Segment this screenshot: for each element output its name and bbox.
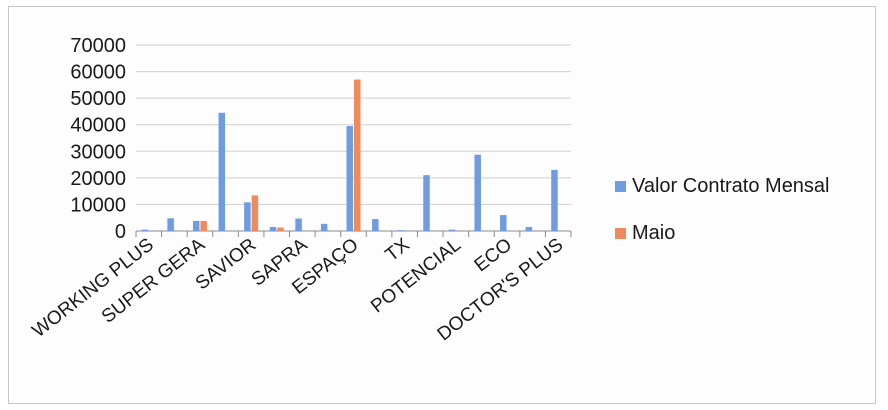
bar-valor-contrato-mensal: [346, 126, 353, 231]
y-tick-label: 70000: [70, 35, 126, 57]
chart-frame: 0 10000 20000 30000 40000 50000 60000 70000 WORK…: [8, 6, 876, 404]
bar-valor-contrato-mensal: [551, 169, 558, 231]
legend-label: Valor Contrato Mensal: [632, 175, 830, 197]
bar-valor-contrato-mensal: [500, 215, 507, 231]
bar-maio: [200, 220, 207, 231]
y-tick-label: 10000: [70, 194, 126, 216]
x-category-label: TX: [382, 234, 414, 266]
y-tick-label: 40000: [70, 115, 126, 137]
bar-valor-contrato-mensal: [372, 219, 379, 231]
bar-valor-contrato-mensal: [218, 112, 226, 231]
bar-valor-contrato-mensal: [269, 227, 277, 231]
bar-valor-contrato-mensal: [244, 202, 251, 231]
bar-valor-contrato-mensal: [423, 175, 430, 231]
bar-maio: [354, 79, 361, 232]
y-tick-label: 50000: [70, 88, 126, 110]
bar-valor-contrato-mensal: [320, 223, 328, 231]
bar-chart: 010000200003000040000500006000070000WORK…: [28, 35, 830, 345]
bar-valor-contrato-mensal: [192, 220, 200, 231]
bar-maio: [251, 195, 259, 231]
bar-valor-contrato-mensal: [474, 154, 481, 231]
y-tick-label: 60000: [70, 62, 126, 84]
y-tick-label: 30000: [70, 141, 126, 163]
x-category-label: POTENCIAL: [367, 234, 465, 317]
bar-valor-contrato-mensal: [525, 227, 533, 231]
y-tick-label: 0: [115, 221, 126, 243]
bar-valor-contrato-mensal: [141, 229, 149, 231]
bar-valor-contrato-mensal: [167, 218, 174, 231]
bar-valor-contrato-mensal: [448, 229, 456, 231]
legend-swatch: [615, 181, 626, 192]
bar-maio: [277, 227, 284, 231]
bar-valor-contrato-mensal: [295, 218, 302, 231]
bar-valor-contrato-mensal: [397, 230, 405, 231]
y-tick-label: 20000: [70, 168, 126, 190]
legend-swatch: [615, 228, 626, 239]
legend-label: Maio: [632, 222, 675, 244]
